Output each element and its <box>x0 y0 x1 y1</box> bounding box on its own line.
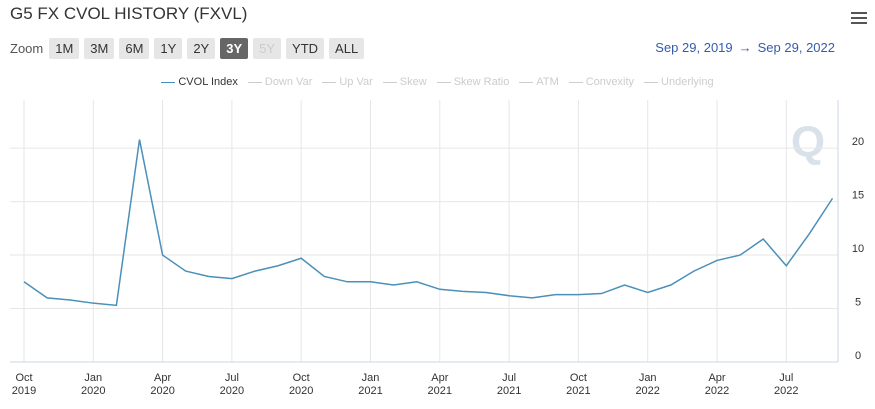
legend-item[interactable]: Skew <box>382 76 427 88</box>
legend-label: Up Var <box>339 76 373 88</box>
range-arrow: → <box>738 40 752 55</box>
zoom-button[interactable]: 6M <box>119 38 150 59</box>
menu-button[interactable] <box>851 12 867 27</box>
legend-label: Down Var <box>264 76 313 88</box>
x-tick-label: Oct 2019 <box>11 372 37 397</box>
zoom-button[interactable]: 2Y <box>187 38 216 59</box>
x-tick-label: Oct 2021 <box>566 372 591 397</box>
title: G5 FX CVOL HISTORY (FXVL) <box>10 4 248 23</box>
zoom-button[interactable]: 5Y <box>253 38 282 59</box>
legend-item[interactable]: Up Var <box>322 76 373 88</box>
toolbar: Zoom 1M 3M 6M 1Y 2Y 3Y 5Y YTD ALL <box>10 38 369 59</box>
svg-text:Q: Q <box>791 118 825 167</box>
legend-label: Underlying <box>661 76 714 88</box>
legend-label: Skew <box>399 76 427 88</box>
range-to[interactable]: Sep 29, 2022 <box>757 40 835 55</box>
range-from[interactable]: Sep 29, 2019 <box>655 40 733 55</box>
zoom-label: Zoom <box>10 41 44 56</box>
x-tick-label: Jul 2020 <box>219 372 245 397</box>
y-tick-label: 0 <box>855 350 861 362</box>
y-tick-label: 15 <box>852 189 864 201</box>
legend: CVOL Index Down Var Up Var Skew Skew Ratio AT… <box>0 76 875 88</box>
legend-item[interactable]: CVOL Index <box>161 76 238 88</box>
legend-label: CVOL Index <box>178 76 238 88</box>
legend-item[interactable]: Underlying <box>644 76 714 88</box>
zoom-button[interactable]: 3M <box>84 38 115 59</box>
x-tick-label: Apr 2021 <box>427 372 453 397</box>
x-tick-label: Apr 2020 <box>150 372 175 397</box>
legend-item[interactable]: ATM <box>519 76 559 88</box>
legend-item[interactable]: Skew Ratio <box>436 76 510 88</box>
y-tick-label: 20 <box>852 136 864 148</box>
watermark: Q <box>791 118 825 167</box>
zoom-button[interactable]: 1M <box>49 38 80 59</box>
x-tick-label: Oct 2020 <box>288 372 314 397</box>
line-series <box>23 139 834 307</box>
x-tick-label: Jan 2021 <box>358 372 383 397</box>
x-tick-label: Jan 2022 <box>635 372 660 397</box>
legend-label: Convexity <box>585 76 635 88</box>
legend-label: Skew Ratio <box>453 76 510 88</box>
legend-item[interactable]: Convexity <box>568 76 635 88</box>
zoom-button[interactable]: 3Y <box>220 38 249 59</box>
y-tick-label: 5 <box>855 296 861 308</box>
x-tick-label: Jul 2022 <box>774 372 799 397</box>
x-tick-label: Apr 2022 <box>704 372 730 397</box>
zoom-button[interactable]: YTD <box>286 38 325 59</box>
date-range: Sep 29, 2019 → Sep 29, 2022 <box>649 40 835 55</box>
legend-label: ATM <box>536 76 559 88</box>
x-tick-label: Jan 2020 <box>81 372 106 397</box>
zoom-button[interactable]: 1Y <box>154 38 183 59</box>
x-tick-label: Jul 2021 <box>496 372 522 397</box>
legend-item[interactable]: Down Var <box>247 76 313 88</box>
zoom-button[interactable]: ALL <box>329 38 365 59</box>
y-tick-label: 10 <box>852 243 864 255</box>
